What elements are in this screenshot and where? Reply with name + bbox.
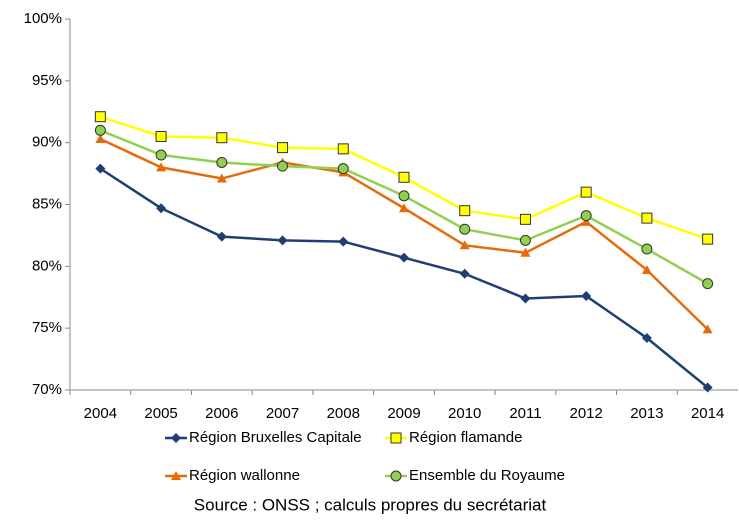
marker [641,333,652,344]
marker [277,160,289,172]
marker [155,130,167,142]
legend-label: Ensemble du Royaume [409,467,565,484]
x-tick-label: 2009 [387,405,420,422]
marker [399,252,409,263]
marker [519,213,531,225]
marker [459,205,471,217]
y-tick-label: 70% [32,381,62,398]
marker [390,470,402,482]
marker [641,265,652,275]
marker [94,111,106,123]
marker [94,124,106,136]
x-tick-label: 2005 [144,405,177,422]
marker [519,234,531,246]
marker [171,433,181,443]
marker [216,156,228,168]
marker [399,203,409,213]
marker [156,203,167,214]
marker [338,236,349,247]
marker [580,210,592,222]
x-tick-label: 2004 [84,405,117,422]
legend-label: Région wallonne [189,467,300,484]
marker [171,471,181,480]
y-tick-label: 90% [32,134,62,151]
marker [216,173,227,183]
y-tick-label: 85% [32,195,62,212]
marker [641,212,653,224]
marker [702,382,713,393]
x-tick-label: 2012 [569,405,602,422]
marker [337,163,349,175]
legend-label: Région Bruxelles Capitale [189,429,362,446]
marker [216,132,228,144]
x-tick-label: 2007 [266,405,299,422]
marker [216,231,227,242]
y-tick-label: 80% [32,257,62,274]
marker [702,324,713,334]
marker [459,240,470,250]
series-line [99,167,709,389]
marker [398,171,410,183]
x-tick-label: 2010 [448,405,481,422]
y-tick-label: 100% [24,10,62,27]
marker [581,291,592,302]
series-line [99,137,709,331]
marker [520,247,531,257]
marker [459,268,470,279]
marker [702,233,714,245]
y-tick-label: 95% [32,72,62,89]
marker [702,278,714,290]
marker [95,163,106,174]
marker [459,223,471,235]
marker [390,432,402,444]
x-tick-label: 2014 [691,405,724,422]
marker [95,133,106,143]
marker [277,235,288,246]
marker [337,143,349,155]
marker [580,186,592,198]
marker [641,243,653,255]
y-tick-label: 75% [32,319,62,336]
x-tick-label: 2008 [327,405,360,422]
legend-label: Région flamande [409,429,522,446]
marker [398,190,410,202]
marker [581,216,592,226]
marker [156,162,167,172]
source-note: Source : ONSS ; calculs propres du secré… [194,495,547,514]
x-tick-label: 2011 [509,405,541,422]
marker [520,293,531,304]
marker [277,142,289,154]
x-tick-label: 2006 [205,405,238,422]
marker [155,149,167,161]
x-tick-label: 2013 [630,405,663,422]
